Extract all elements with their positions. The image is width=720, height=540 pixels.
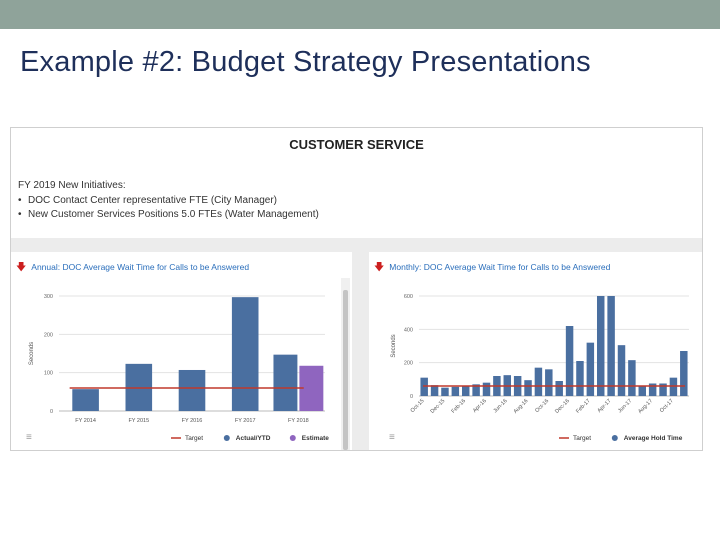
legend-series-swatch [223,435,230,441]
slide-title: Example #2: Budget Strategy Presentation… [20,46,591,78]
y-tick-label: 100 [44,371,53,377]
legend-label: Target [185,435,203,442]
y-tick-label: 300 [44,294,53,300]
bar-actual [586,342,595,396]
hamburger-icon[interactable]: ≡ [389,432,395,443]
dashboard-header-panel: CUSTOMER SERVICE FY 2019 New Initiatives… [11,128,702,238]
x-tick-label: Jun-16 [493,398,509,414]
list-item: • New Customer Services Positions 5.0 FTE… [18,209,319,220]
bar-actual [451,386,460,396]
legend-label: Average Hold Time [624,435,683,442]
annual-chart-heading[interactable]: 🡇 Annual: DOC Average Wait Time for Calls… [16,260,249,277]
x-tick-label: Dec-15 [430,398,447,415]
initiatives-list: • DOC Contact Center representative FTE (… [18,195,319,223]
bar-actual [72,389,99,411]
bar-actual [534,367,543,396]
bar-actual [461,386,470,396]
dashboard-title: CUSTOMER SERVICE [289,137,424,152]
monthly-chart-title: Monthly: DOC Average Wait Time for Calls… [389,262,611,272]
y-tick-label: 0 [410,394,413,400]
monthly-chart-heading[interactable]: 🡇 Monthly: DOC Average Wait Time for Call… [374,260,610,277]
initiatives-heading: FY 2019 New Initiatives: [18,180,126,191]
scrollbar-thumb[interactable] [343,290,348,450]
bar-actual [648,383,657,396]
y-tick-label: 200 [404,361,413,367]
bar-actual [482,382,491,396]
legend-label: Actual/YTD [236,435,271,442]
bar-actual [545,369,553,396]
x-tick-label: Apr-16 [472,398,488,414]
bullet-icon: • [18,209,22,220]
bar-actual [524,380,532,396]
x-tick-label: Dec-16 [554,398,571,415]
x-tick-label: FY 2018 [288,418,309,424]
x-tick-label: Apr-17 [597,398,613,414]
bullet-icon: • [18,195,22,206]
y-tick-label: 200 [44,332,53,338]
x-tick-label: Oct-16 [534,398,550,414]
bar-actual [420,377,428,396]
monthly-chart-card: 🡇 Monthly: DOC Average Wait Time for Call… [369,252,702,450]
annual-chart-svg: 0 100 200 300 Seconds FY 2014 FY 2015 FY 2016 FY… [29,294,329,442]
bar-actual [178,369,206,411]
bar-actual [596,296,605,396]
bar-actual [231,297,259,411]
x-tick-label: Oct-15 [410,398,426,414]
y-tick-label: 0 [50,409,53,415]
bar-actual [273,354,298,411]
bar-actual [638,386,647,396]
y-tick-label: 400 [404,327,413,333]
bar-actual [669,377,678,396]
bar-actual [576,361,584,396]
bar-actual [430,385,439,396]
y-tick-label: 600 [404,294,413,300]
x-tick-label: FY 2016 [182,418,203,424]
bar-actual [659,383,667,396]
bar-actual [680,351,688,396]
down-arrow-icon: 🡇 [16,262,27,273]
y-axis-label: Seconds [391,334,397,357]
bar-actual [472,384,480,396]
legend-series-swatch [289,435,296,441]
down-arrow-icon: 🡇 [374,262,385,273]
annual-chart-title: Annual: DOC Average Wait Time for Calls … [31,262,250,272]
x-tick-label: FY 2015 [128,418,149,424]
x-tick-label: Feb-16 [451,398,468,415]
x-tick-label: FY 2014 [75,418,96,424]
legend-series-swatch [611,435,618,441]
initiative-text: DOC Contact Center representative FTE (C… [28,195,277,206]
slide-header-bar [0,0,720,29]
initiative-text: New Customer Services Positions 5.0 FTEs… [28,209,319,220]
bar-actual [617,345,626,396]
x-tick-label: Aug-17 [637,398,654,415]
bar-actual [607,296,615,396]
x-tick-label: FY 2017 [235,418,256,424]
bar-actual [565,326,574,396]
x-tick-label: Feb-17 [575,398,592,415]
bar-actual [555,381,563,396]
legend-label: Target [573,435,591,442]
bar-estimate [299,365,324,411]
bar-actual [628,360,636,396]
annual-chart-card: 🡇 Annual: DOC Average Wait Time for Calls… [11,252,352,450]
bar-actual [441,387,449,396]
hamburger-icon[interactable]: ≡ [26,432,32,443]
list-item: • DOC Contact Center representative FTE (… [18,195,319,206]
x-tick-label: Oct-17 [659,398,675,414]
legend-label: Estimate [302,435,329,442]
x-tick-label: Jun-17 [617,398,633,414]
y-axis-label: Seconds [29,342,35,365]
x-tick-label: Aug-16 [513,398,530,415]
dashboard-screenshot: CUSTOMER SERVICE FY 2019 New Initiatives… [10,127,703,451]
